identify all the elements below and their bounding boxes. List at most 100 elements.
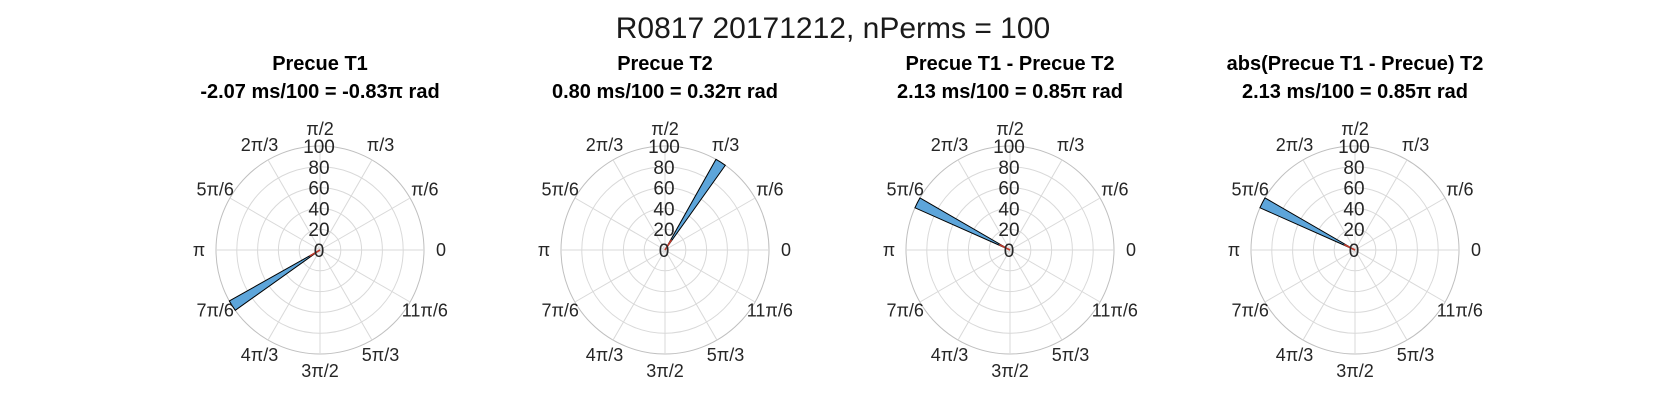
- radius-tick-label: 80: [308, 158, 329, 179]
- angle-tick-label: 5π/3: [707, 345, 744, 365]
- radius-tick-label: 60: [308, 179, 329, 200]
- angle-tick-label: π/3: [1402, 135, 1429, 155]
- angle-tick-label: π/2: [306, 119, 333, 139]
- mean-direction-line: [1343, 243, 1356, 251]
- angle-tick-label: 3π/2: [646, 361, 683, 381]
- angle-tick-label: 0: [1471, 240, 1481, 260]
- angle-tick-label: 5π/6: [196, 180, 233, 200]
- angle-tick-label: 7π/6: [196, 301, 233, 321]
- radius-tick-label: 100: [648, 137, 680, 158]
- angle-tick-label: π/6: [411, 180, 438, 200]
- radius-tick-label: 0: [314, 241, 325, 262]
- angular-gridline: [957, 159, 1011, 251]
- angle-tick-label: 4π/3: [1276, 345, 1313, 365]
- angular-gridline: [229, 197, 321, 251]
- angle-tick-label: 2π/3: [1276, 135, 1313, 155]
- angle-tick-label: 0: [1126, 240, 1136, 260]
- radius-tick-label: 80: [998, 158, 1019, 179]
- radius-tick-label: 100: [303, 137, 335, 158]
- panel-title: Precue T1: [272, 53, 368, 75]
- angle-tick-label: π/2: [1341, 119, 1368, 139]
- histogram-bar: [1259, 197, 1356, 251]
- angle-tick-label: π/6: [756, 180, 783, 200]
- histogram-bar: [914, 197, 1011, 251]
- radius-tick-label: 100: [993, 137, 1025, 158]
- angular-gridline: [319, 159, 373, 251]
- angle-tick-label: 4π/3: [241, 345, 278, 365]
- angular-gridline: [1354, 249, 1446, 303]
- angle-tick-label: 5π/6: [541, 180, 578, 200]
- panel-title: abs(Precue T1 - Precue) T2: [1227, 53, 1484, 75]
- radius-tick-label: 40: [653, 199, 674, 220]
- panel-subtitle: 2.13 ms/100 = 0.85π rad: [897, 81, 1123, 103]
- angle-tick-label: π: [1228, 240, 1240, 260]
- angle-tick-label: 11π/6: [1092, 301, 1138, 321]
- angle-tick-label: 5π/3: [1052, 345, 1089, 365]
- polar-panel-4: abs(Precue T1 - Precue) T2 2.13 ms/100 = …: [1227, 53, 1484, 381]
- angle-tick-label: 3π/2: [301, 361, 338, 381]
- angle-tick-label: 7π/6: [541, 301, 578, 321]
- angular-gridline: [1354, 159, 1408, 251]
- polar-panel-2: Precue T2 0.80 ms/100 = 0.32π rad 0 π/6 π/3 π…: [538, 53, 793, 381]
- radius-tick-label: 20: [308, 220, 329, 241]
- radius-tick-label: 0: [659, 241, 670, 262]
- polar-panel-1: Precue T1 -2.07 ms/100 = -0.83π rad 0 π/6 π/…: [193, 53, 448, 381]
- mean-direction-line: [309, 249, 321, 257]
- angle-tick-label: 11π/6: [1437, 301, 1483, 321]
- angular-gridline: [1354, 197, 1446, 251]
- angular-gridline: [1009, 197, 1101, 251]
- angular-gridline: [267, 249, 321, 341]
- angular-gridline: [1009, 249, 1063, 341]
- angular-gridline: [664, 249, 718, 341]
- radius-tick-label: 80: [1343, 158, 1364, 179]
- angular-gridline: [1302, 159, 1356, 251]
- angular-gridline: [319, 197, 411, 251]
- angle-tick-label: 5π/3: [1397, 345, 1434, 365]
- panel-subtitle: -2.07 ms/100 = -0.83π rad: [200, 81, 439, 103]
- angle-tick-label: π/2: [996, 119, 1023, 139]
- angle-tick-label: 3π/2: [991, 361, 1028, 381]
- angle-tick-label: 0: [781, 240, 791, 260]
- angular-gridline: [574, 197, 666, 251]
- angle-tick-label: 2π/3: [931, 135, 968, 155]
- angle-tick-label: π/3: [367, 135, 394, 155]
- radius-tick-label: 20: [653, 220, 674, 241]
- angular-gridline: [612, 159, 666, 251]
- radius-tick-label: 20: [1343, 220, 1364, 241]
- angle-tick-label: π/6: [1101, 180, 1128, 200]
- angle-tick-label: 7π/6: [886, 301, 923, 321]
- panel-title: Precue T1 - Precue T2: [906, 53, 1115, 75]
- radius-tick-label: 60: [653, 179, 674, 200]
- angular-gridline: [957, 249, 1011, 341]
- angular-gridline: [574, 249, 666, 303]
- angle-tick-label: 4π/3: [586, 345, 623, 365]
- angle-tick-label: 4π/3: [931, 345, 968, 365]
- angle-tick-label: 2π/3: [586, 135, 623, 155]
- angular-gridline: [1302, 249, 1356, 341]
- angle-tick-label: 5π/3: [362, 345, 399, 365]
- angle-tick-label: 5π/6: [886, 180, 923, 200]
- angular-gridline: [664, 197, 756, 251]
- angle-tick-label: π/6: [1446, 180, 1473, 200]
- histogram-bar: [664, 158, 727, 251]
- radius-tick-label: 60: [1343, 179, 1364, 200]
- angle-tick-label: π: [538, 240, 550, 260]
- angular-gridline: [1264, 249, 1356, 303]
- radius-tick-label: 0: [1004, 241, 1015, 262]
- angle-tick-label: π: [883, 240, 895, 260]
- radius-tick-label: 80: [653, 158, 674, 179]
- angle-tick-label: 3π/2: [1336, 361, 1373, 381]
- radius-tick-label: 60: [998, 179, 1019, 200]
- mean-direction-line: [664, 239, 673, 251]
- angle-tick-label: π/3: [1057, 135, 1084, 155]
- angular-gridline: [319, 249, 411, 303]
- angular-gridline: [319, 249, 373, 341]
- angular-gridline: [1009, 159, 1063, 251]
- angle-tick-label: 5π/6: [1231, 180, 1268, 200]
- angular-gridline: [664, 249, 756, 303]
- angle-tick-label: π/2: [651, 119, 678, 139]
- radius-tick-label: 40: [308, 199, 329, 220]
- angle-tick-label: 0: [436, 240, 446, 260]
- histogram-bar: [228, 249, 321, 312]
